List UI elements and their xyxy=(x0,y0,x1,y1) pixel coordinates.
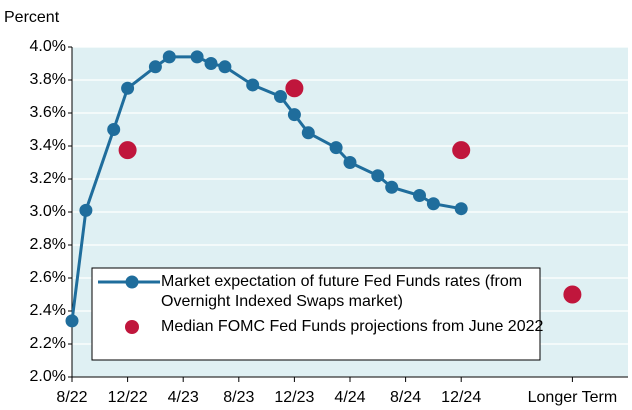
y-tick-label: 2.4% xyxy=(30,302,66,319)
line-marker xyxy=(287,108,301,122)
scatter-point xyxy=(563,285,582,304)
y-tick-label: 2.2% xyxy=(30,335,66,352)
scatter-point xyxy=(452,141,471,160)
line-marker xyxy=(246,78,260,92)
line-marker xyxy=(413,189,426,202)
line-marker xyxy=(218,60,232,74)
legend-box xyxy=(91,267,541,361)
x-tick-label: Longer Term xyxy=(528,389,618,406)
x-tick-label: 12/23 xyxy=(274,389,314,406)
y-tick-label: 3.6% xyxy=(30,104,66,121)
line-marker xyxy=(162,50,176,64)
y-tick-label: 2.6% xyxy=(30,269,66,286)
x-tick-label: 8/24 xyxy=(390,389,421,406)
x-tick-label: 8/22 xyxy=(56,389,87,406)
y-axis-label: Percent xyxy=(4,9,60,26)
x-tick-label: 4/24 xyxy=(334,389,365,406)
y-tick-label: 4.0% xyxy=(30,38,66,55)
line-marker xyxy=(329,141,343,155)
scatter-point xyxy=(118,141,137,160)
line-marker xyxy=(121,81,135,95)
line-marker xyxy=(371,169,385,183)
y-tick-label: 3.0% xyxy=(30,203,66,220)
line-marker xyxy=(454,202,468,216)
line-marker xyxy=(79,203,93,217)
line-marker xyxy=(204,57,218,70)
legend: Market expectation of future Fed Funds r… xyxy=(91,267,544,361)
x-tick-label: 12/24 xyxy=(441,389,481,406)
legend-marker xyxy=(125,275,139,289)
x-tick-label: 12/22 xyxy=(108,389,148,406)
x-tick-label: 4/23 xyxy=(168,389,199,406)
y-tick-label: 3.2% xyxy=(30,170,66,187)
y-tick-label: 3.4% xyxy=(30,137,66,154)
y-tick-label: 2.8% xyxy=(30,236,66,253)
legend-marker xyxy=(125,320,139,334)
scatter-point xyxy=(285,79,304,98)
line-marker xyxy=(65,314,79,328)
x-tick-label: 8/23 xyxy=(223,389,254,406)
line-marker xyxy=(190,50,204,64)
line-marker xyxy=(343,156,357,169)
line-marker xyxy=(426,197,440,211)
y-tick-label: 3.8% xyxy=(30,71,66,88)
line-marker xyxy=(385,180,399,194)
line-marker xyxy=(301,126,315,140)
y-tick-label: 2.0% xyxy=(30,368,66,385)
legend-label: Market expectation of future Fed Funds r… xyxy=(161,273,522,310)
line-marker xyxy=(148,60,162,74)
legend-label: Median FOMC Fed Funds projections from J… xyxy=(161,318,544,335)
line-marker xyxy=(274,90,287,103)
line-marker xyxy=(107,123,121,136)
